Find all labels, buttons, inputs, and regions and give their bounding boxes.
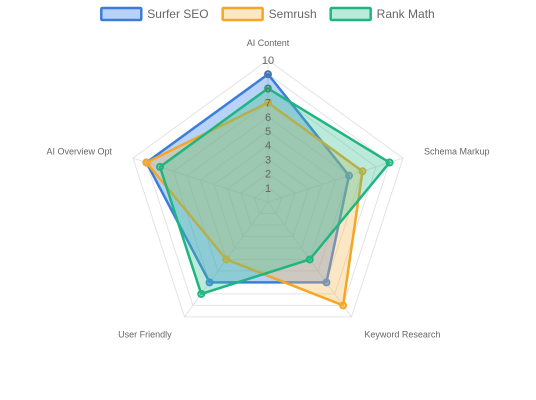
- data-point[interactable]: [358, 167, 367, 176]
- legend-swatch: [100, 6, 143, 22]
- data-point[interactable]: [264, 84, 272, 93]
- data-point[interactable]: [197, 289, 206, 298]
- data-point[interactable]: [264, 70, 272, 79]
- axis-label: User Friendly: [118, 330, 172, 340]
- tick-label: 3: [265, 154, 271, 166]
- legend-item[interactable]: Rank Math: [329, 6, 435, 22]
- tick-label: 7: [265, 98, 271, 110]
- data-point[interactable]: [345, 171, 354, 180]
- legend-item[interactable]: Surfer SEO: [100, 6, 209, 22]
- legend-label: Surfer SEO: [147, 7, 208, 21]
- grid-ring: [253, 187, 283, 214]
- tick-label: 10: [262, 55, 274, 67]
- tick-label: 6: [265, 112, 271, 124]
- grid-ring: [186, 116, 350, 272]
- tick-label: 2: [265, 169, 271, 181]
- radial-ticks: 1 2 3 4 5 6 7 8 9 10: [262, 55, 274, 195]
- legend: Surfer SEO Semrush Rank Math: [100, 6, 435, 22]
- grid-ring: [213, 144, 323, 249]
- spoke-line: [267, 157, 404, 203]
- data-point[interactable]: [155, 162, 164, 171]
- radar-series: [142, 70, 394, 310]
- legend-label: Semrush: [269, 7, 317, 21]
- tick-label: 5: [265, 126, 271, 138]
- data-point[interactable]: [205, 278, 214, 287]
- data-point[interactable]: [339, 301, 348, 310]
- legend-item[interactable]: Semrush: [221, 6, 317, 22]
- legend-swatch: [221, 6, 264, 22]
- data-point[interactable]: [322, 278, 331, 287]
- series-area: [144, 101, 364, 308]
- series-area: [158, 86, 392, 296]
- legend-label: Rank Math: [377, 7, 435, 21]
- tick-label: 8: [265, 83, 271, 95]
- axis-label: Keyword Research: [364, 330, 440, 340]
- series-1: [142, 98, 367, 310]
- spoke-line: [132, 157, 269, 203]
- tick-label: 1: [265, 183, 271, 195]
- data-point[interactable]: [222, 255, 231, 264]
- grid-ring: [199, 130, 337, 260]
- axis-label: AI Overview Opt: [46, 146, 112, 156]
- data-point[interactable]: [264, 98, 272, 107]
- grid-ring: [240, 172, 296, 226]
- tick-label: 9: [265, 69, 271, 81]
- axis-label: Schema Markup: [424, 146, 490, 156]
- series-0: [142, 70, 354, 287]
- axis-labels: AI Content Schema Markup Keyword Research U…: [46, 38, 489, 340]
- grid-ring: [226, 158, 310, 237]
- axis-label: AI Content: [247, 38, 290, 48]
- data-point[interactable]: [385, 158, 394, 167]
- series-2: [155, 84, 394, 298]
- grid-ring: [132, 59, 404, 318]
- data-point[interactable]: [142, 158, 151, 167]
- data-point[interactable]: [305, 255, 314, 264]
- series-area: [144, 72, 351, 284]
- tick-label: 4: [265, 140, 271, 152]
- legend-swatch: [329, 6, 372, 22]
